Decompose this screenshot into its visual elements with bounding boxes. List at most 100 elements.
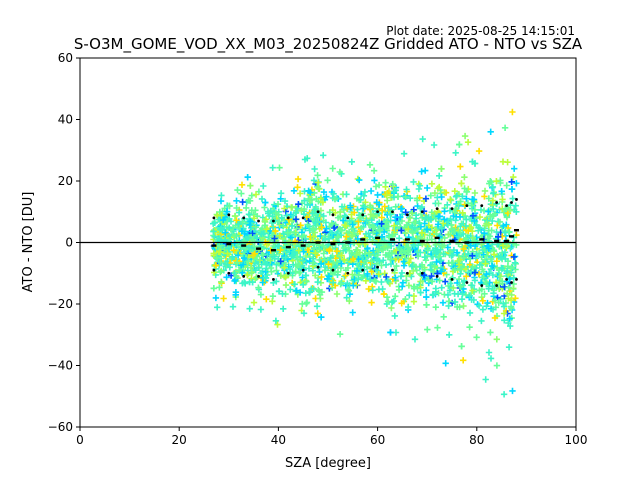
scatter-point	[262, 274, 270, 282]
upper-std-point	[435, 207, 439, 211]
scatter-point	[442, 360, 449, 367]
scatter-point	[480, 274, 487, 281]
scatter-point	[410, 178, 417, 186]
scatter-point	[425, 214, 432, 221]
scatter-point	[245, 234, 252, 241]
scatter-point	[355, 276, 362, 283]
scatter-point	[465, 269, 472, 276]
scatter-point	[239, 198, 246, 206]
scatter-point	[297, 222, 304, 229]
scatter-point	[261, 222, 269, 229]
y-tick-label: 20	[58, 174, 73, 188]
scatter-point	[445, 298, 453, 305]
scatter-point	[338, 260, 345, 267]
scatter-point	[295, 247, 302, 254]
scatter-point	[250, 215, 258, 222]
y-tick-label: −60	[48, 420, 73, 434]
scatter-point	[393, 262, 400, 270]
scatter-point	[499, 158, 507, 165]
scatter-point	[374, 191, 381, 199]
scatter-point	[499, 242, 507, 249]
scatter-point	[422, 167, 429, 174]
scatter-point	[406, 292, 413, 299]
median-point	[479, 238, 485, 241]
scatter-point	[368, 268, 375, 275]
scatter-point	[507, 322, 514, 330]
scatter-point	[293, 287, 300, 294]
scatter-point	[310, 285, 317, 293]
scatter-point	[503, 221, 510, 228]
upper-std-point	[272, 219, 275, 223]
scatter-point	[411, 336, 419, 343]
scatter-point	[493, 362, 501, 369]
upper-std-point	[480, 204, 484, 208]
scatter-point	[466, 309, 474, 317]
upper-std-point	[286, 216, 290, 220]
scatter-point	[250, 299, 258, 306]
scatter-point	[341, 273, 348, 280]
scatter-point	[513, 180, 520, 187]
scatter-point	[372, 278, 380, 285]
scatter-point	[308, 196, 316, 203]
scatter-point	[235, 266, 243, 274]
scatter-point	[469, 196, 476, 203]
scatter-point	[503, 267, 511, 275]
scatter-point	[316, 245, 323, 253]
scatter-point	[354, 206, 361, 213]
scatter-point	[445, 259, 452, 267]
scatter-point	[378, 214, 385, 221]
scatter-point	[391, 222, 398, 229]
scatter-point	[320, 250, 327, 257]
scatter-point	[495, 233, 502, 240]
scatter-point	[455, 276, 463, 283]
scatter-point	[247, 182, 254, 189]
scatter-point	[471, 217, 478, 225]
scatter-point	[361, 203, 368, 210]
scatter-point	[255, 264, 262, 271]
scatter-point	[444, 244, 451, 251]
scatter-point	[291, 229, 298, 236]
scatter-point	[425, 276, 432, 284]
scatter-point	[436, 277, 443, 284]
scatter-point	[233, 273, 240, 280]
scatter-point	[353, 195, 361, 202]
scatter-point	[440, 242, 448, 249]
scatter-point	[362, 257, 370, 264]
scatter-point	[376, 242, 383, 249]
scatter-point	[402, 229, 409, 237]
scatter-point	[387, 256, 394, 263]
scatter-point	[438, 193, 445, 201]
scatter-point	[270, 224, 277, 231]
scatter-point	[503, 214, 511, 221]
scatter-point	[413, 197, 421, 204]
scatter-point	[416, 182, 424, 189]
scatter-point	[225, 244, 232, 252]
scatter-point	[473, 250, 480, 258]
scatter-point	[344, 230, 351, 237]
scatter-point	[510, 285, 517, 292]
lower-std-point	[376, 265, 379, 269]
scatter-point	[239, 218, 246, 226]
scatter-point	[427, 192, 434, 199]
scatter-point	[354, 175, 362, 183]
scatter-point	[353, 267, 361, 275]
scatter-point	[217, 197, 225, 205]
scatter-point	[483, 303, 490, 310]
scatter-point	[309, 259, 317, 266]
scatter-point	[346, 217, 353, 225]
scatter-point	[277, 258, 284, 265]
scatter-point	[294, 175, 302, 183]
scatter-point	[248, 192, 255, 199]
scatter-point	[417, 233, 424, 240]
scatter-point	[267, 207, 275, 215]
scatter-point	[387, 329, 394, 336]
scatter-point	[316, 268, 323, 276]
scatter-point	[325, 261, 332, 268]
scatter-point	[509, 108, 516, 116]
scatter-point	[370, 167, 378, 174]
scatter-point	[260, 182, 267, 190]
scatter-point	[298, 207, 305, 214]
x-tick-label: 0	[76, 433, 84, 447]
scatter-point	[329, 279, 337, 286]
scatter-point	[505, 284, 512, 291]
